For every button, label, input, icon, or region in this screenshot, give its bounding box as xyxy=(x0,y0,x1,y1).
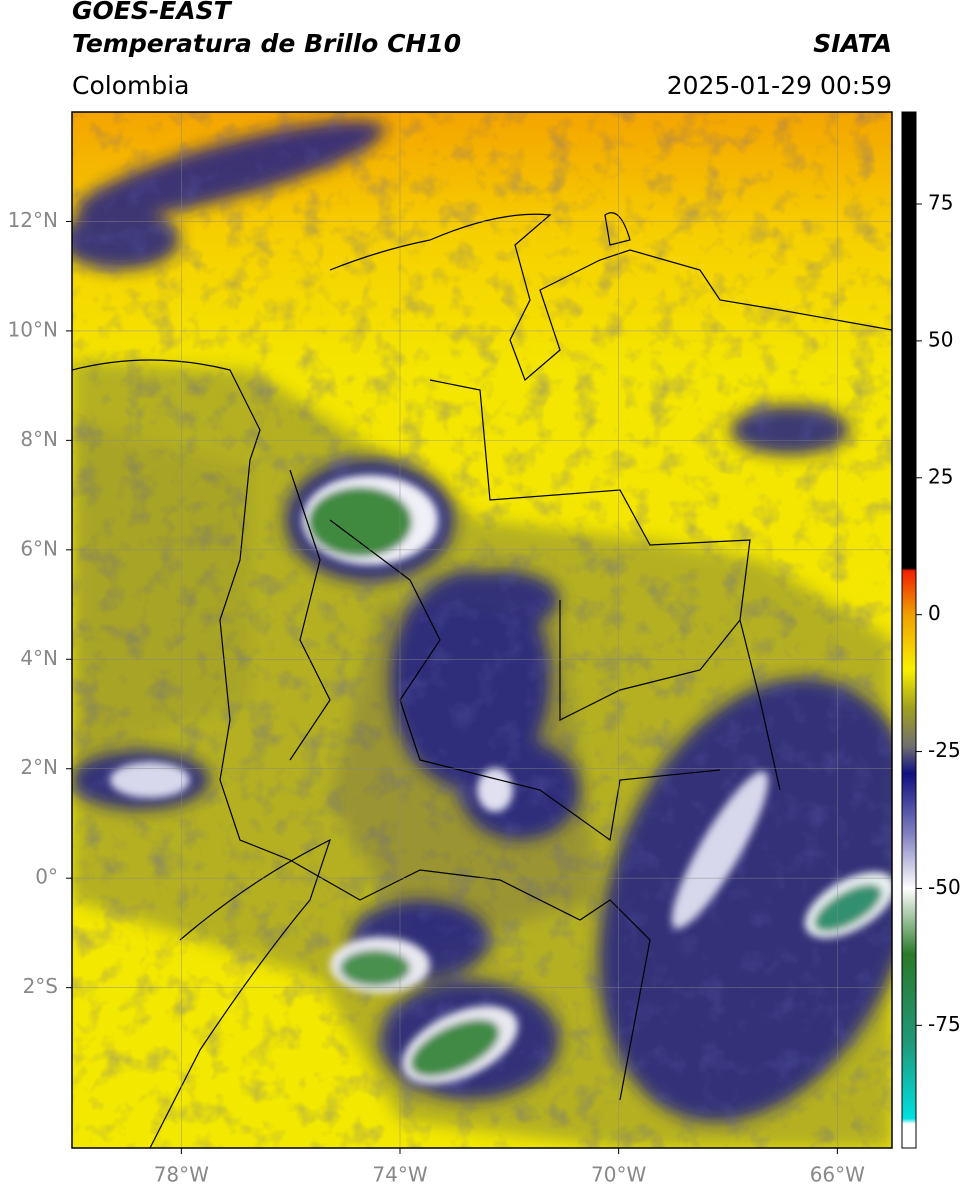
title: GOES-EAST xyxy=(72,0,233,25)
colorbar-tick-label: -25 xyxy=(928,738,961,762)
lat-tick-label: 12°N xyxy=(8,208,58,232)
grid xyxy=(72,112,892,1148)
source: SIATA xyxy=(813,29,892,58)
lat-tick-label: 0° xyxy=(35,865,58,889)
lat-tick-label: 4°N xyxy=(20,646,58,670)
lon-tick-label: 66°W xyxy=(810,1163,865,1187)
lat-tick-label: 8°N xyxy=(20,427,58,451)
lat-tick-label: 2°N xyxy=(20,755,58,779)
lat-tick-label: 10°N xyxy=(8,317,58,341)
colorbar-tick-label: -75 xyxy=(928,1012,961,1036)
colorbar-tick-label: 0 xyxy=(928,601,941,625)
cloud-tops xyxy=(110,475,892,1085)
colorbar xyxy=(901,111,917,1149)
lon-tick-label: 78°W xyxy=(154,1163,209,1187)
colorbar-tick-label: -50 xyxy=(928,875,961,899)
subtitle: Temperatura de Brillo CH10 xyxy=(72,29,461,58)
lon-tick-label: 74°W xyxy=(372,1163,427,1187)
lon-tick-label: 70°W xyxy=(591,1163,646,1187)
colorbar-tick-label: 75 xyxy=(928,190,953,214)
colorbar-tick-label: 25 xyxy=(928,464,953,488)
lat-tick-label: 2°S xyxy=(23,974,58,998)
lat-tick-label: 6°N xyxy=(20,536,58,560)
texture xyxy=(72,112,892,1148)
map-frame xyxy=(71,111,893,1149)
timestamp: 2025-01-29 00:59 xyxy=(667,71,892,100)
colorbar-tick-label: 50 xyxy=(928,327,953,351)
region: Colombia xyxy=(72,71,189,100)
boundaries xyxy=(72,212,892,1148)
satellite-image xyxy=(72,112,892,1148)
